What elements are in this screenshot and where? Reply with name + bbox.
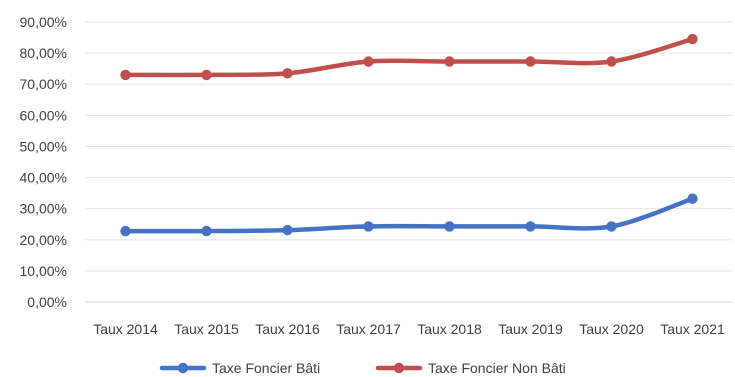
data-point [525,56,536,67]
y-tick-label: 20,00% [20,232,67,248]
data-point [606,221,617,232]
data-point [606,56,617,67]
data-point [444,56,455,67]
data-point [687,33,698,45]
x-tick-label: Taux 2020 [579,321,644,337]
y-tick-label: 50,00% [20,138,67,154]
data-point [282,224,293,236]
y-tick-label: 80,00% [20,45,67,61]
data-point [282,68,293,79]
x-tick-label: Taux 2015 [174,321,239,337]
data-point [687,193,698,204]
y-tick-label: 0,00% [27,294,67,310]
series-line-0 [123,196,695,234]
legend-label-1: Taxe Foncier Non Bâti [428,360,566,376]
y-tick-label: 10,00% [20,263,67,279]
data-point [363,221,374,232]
data-point [201,69,212,81]
data-point [201,225,212,237]
x-tick-label: Taux 2017 [336,321,401,337]
x-tick-label: Taux 2019 [498,321,563,337]
x-tick-label: Taux 2021 [660,321,725,337]
x-tick-label: Taux 2018 [417,321,482,337]
legend-marker-1 [393,362,405,374]
x-tick-label: Taux 2016 [255,321,320,337]
y-tick-label: 30,00% [20,201,67,217]
data-point [120,225,131,237]
data-point [120,69,131,81]
data-point [444,221,455,232]
y-tick-label: 70,00% [20,76,67,92]
legend-marker-0 [177,362,189,374]
data-point [363,56,374,67]
y-tick-label: 40,00% [20,170,67,186]
x-tick-label: Taux 2014 [93,321,158,337]
legend-label-0: Taxe Foncier Bâti [212,360,320,376]
data-point [525,221,536,232]
y-tick-label: 60,00% [20,107,67,123]
series-line-1 [123,36,695,78]
y-tick-label: 90,00% [20,14,67,30]
